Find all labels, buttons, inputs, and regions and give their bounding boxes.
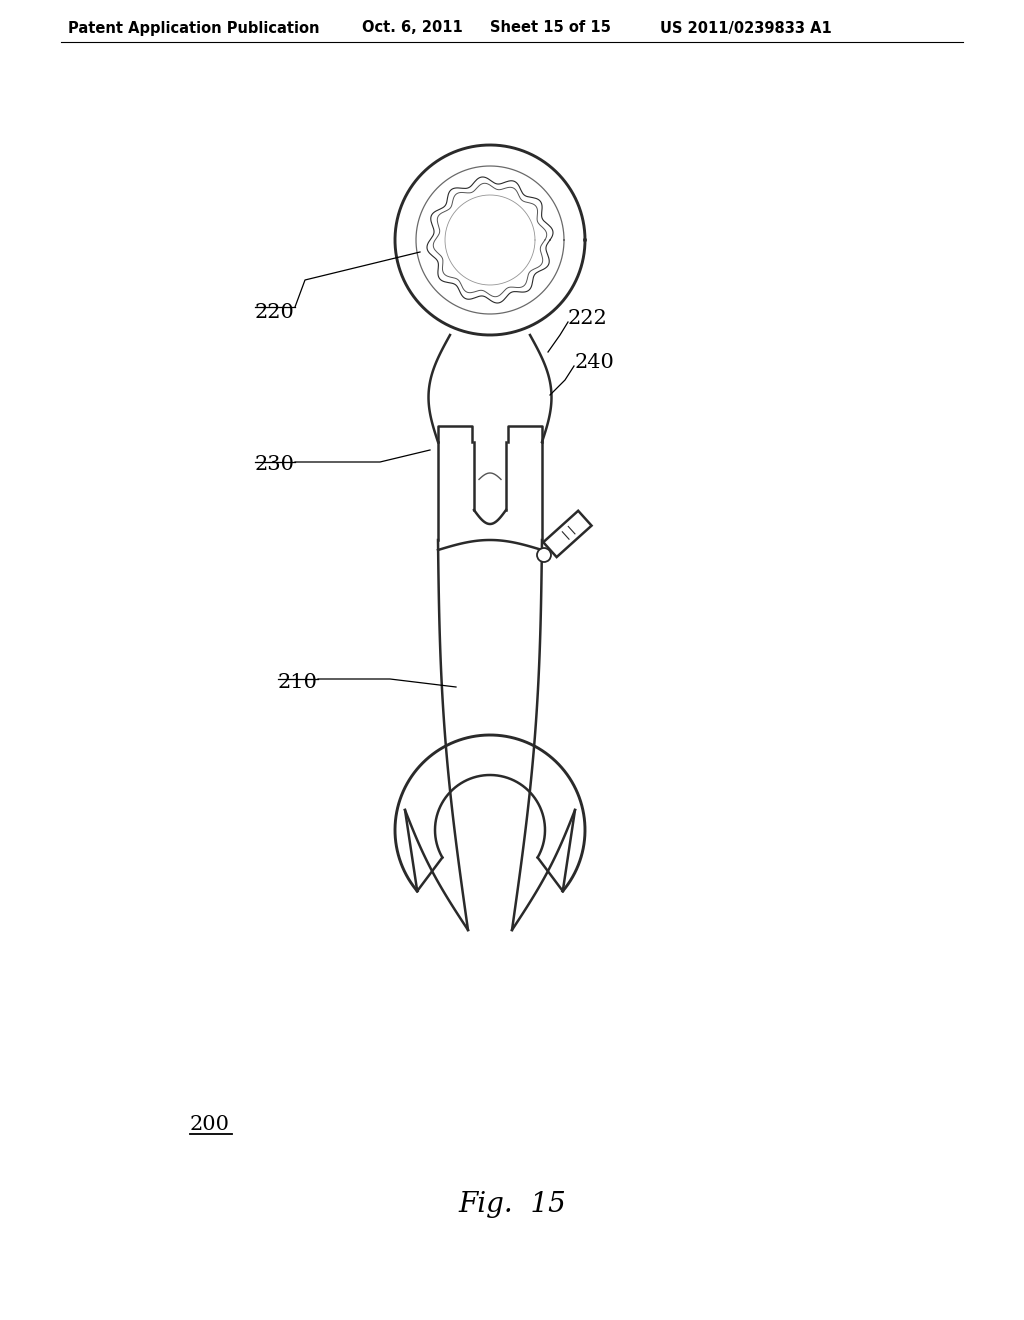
Text: Fig.  15: Fig. 15 bbox=[458, 1192, 566, 1218]
Text: 200: 200 bbox=[190, 1115, 230, 1134]
Text: Sheet 15 of 15: Sheet 15 of 15 bbox=[490, 21, 611, 36]
Text: US 2011/0239833 A1: US 2011/0239833 A1 bbox=[660, 21, 831, 36]
Polygon shape bbox=[544, 511, 592, 557]
Text: Oct. 6, 2011: Oct. 6, 2011 bbox=[362, 21, 463, 36]
Text: 230: 230 bbox=[255, 455, 295, 474]
Circle shape bbox=[537, 548, 551, 562]
Text: 210: 210 bbox=[278, 672, 318, 692]
Text: Patent Application Publication: Patent Application Publication bbox=[68, 21, 319, 36]
Text: 220: 220 bbox=[255, 302, 295, 322]
Text: 222: 222 bbox=[568, 309, 608, 327]
Text: 240: 240 bbox=[575, 352, 614, 371]
